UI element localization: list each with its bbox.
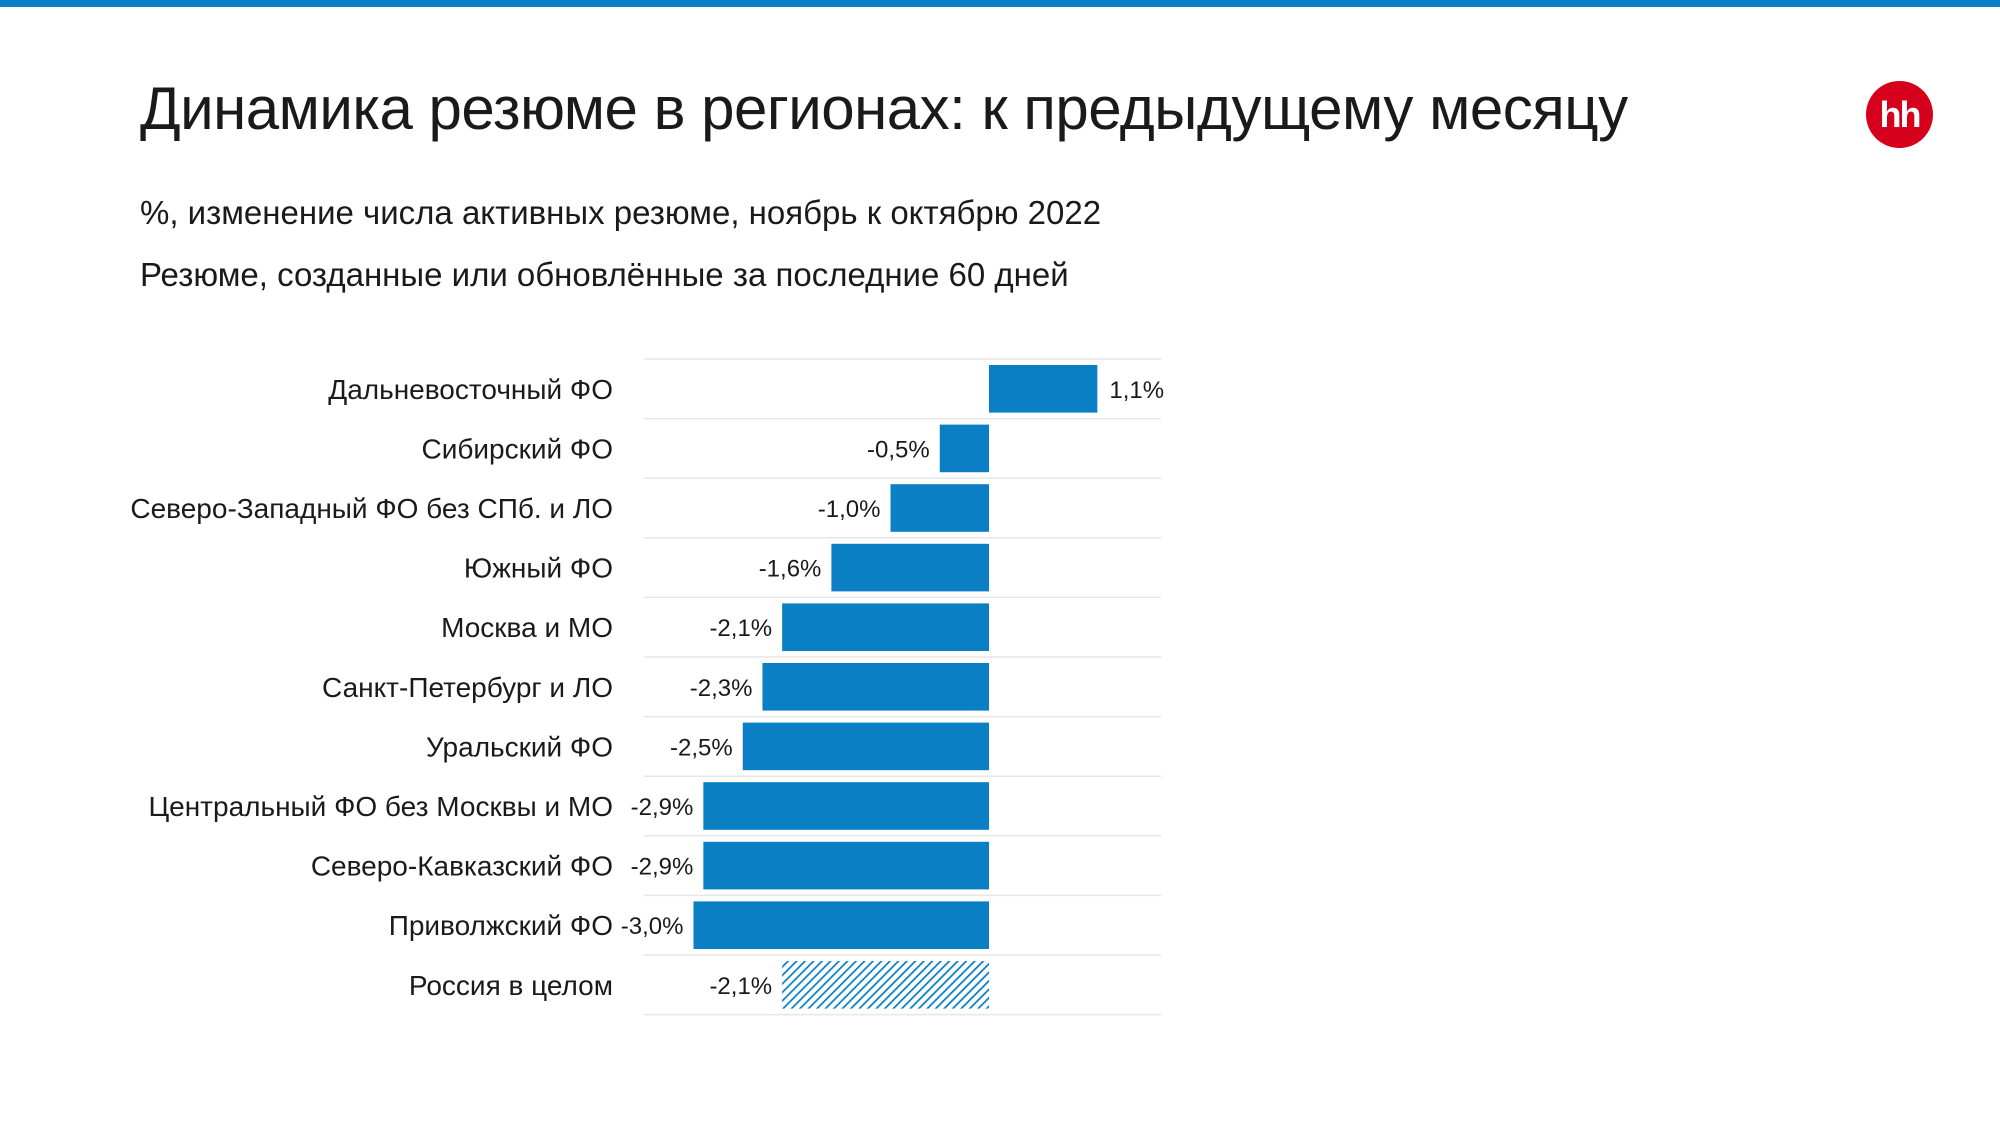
category-label: Южный ФО: [464, 553, 613, 584]
data-label: -2,1%: [709, 973, 772, 1000]
category-label: Москва и МО: [441, 612, 613, 643]
bar: [831, 543, 989, 592]
bar: [939, 424, 989, 473]
bar: [782, 603, 989, 651]
bar-total: [782, 961, 989, 1009]
category-label: Северо-Западный ФО без СПб. и ЛО: [130, 493, 613, 524]
page-title: Динамика резюме в регионах: к предыдущем…: [140, 75, 1628, 142]
category-label: Россия в целом: [409, 970, 613, 1001]
bar: [703, 782, 989, 830]
category-label: Центральный ФО без Москвы и МО: [148, 791, 613, 822]
data-label: -2,1%: [709, 615, 772, 642]
data-label: -2,3%: [690, 675, 753, 702]
category-label: Уральский ФО: [426, 731, 613, 762]
bar: [890, 484, 989, 532]
data-label: -1,0%: [818, 496, 881, 523]
category-label: Дальневосточный ФО: [328, 374, 613, 405]
bar: [989, 365, 1098, 413]
category-label: Санкт-Петербург и ЛО: [322, 672, 613, 703]
data-label: -3,0%: [621, 913, 684, 940]
chart-subtitle: %, изменение числа активных резюме, нояб…: [140, 194, 1102, 231]
bar: [762, 663, 989, 711]
data-label: -2,5%: [670, 734, 733, 761]
bar: [703, 841, 989, 890]
data-label: -1,6%: [759, 556, 822, 583]
category-label: Сибирский ФО: [422, 433, 614, 464]
data-label: -0,5%: [867, 436, 930, 463]
top-accent-bar: [0, 0, 2000, 7]
hh-logo: hh: [1866, 81, 1933, 148]
bar: [693, 901, 989, 949]
data-label: 1,1%: [1109, 377, 1164, 404]
chart-note: Резюме, созданные или обновлённые за пос…: [140, 256, 1069, 293]
bar: [742, 722, 989, 771]
category-label: Приволжский ФО: [389, 910, 613, 941]
category-label: Северо-Кавказский ФО: [311, 851, 613, 882]
data-label: -2,9%: [631, 794, 694, 821]
data-label: -2,9%: [631, 854, 694, 881]
